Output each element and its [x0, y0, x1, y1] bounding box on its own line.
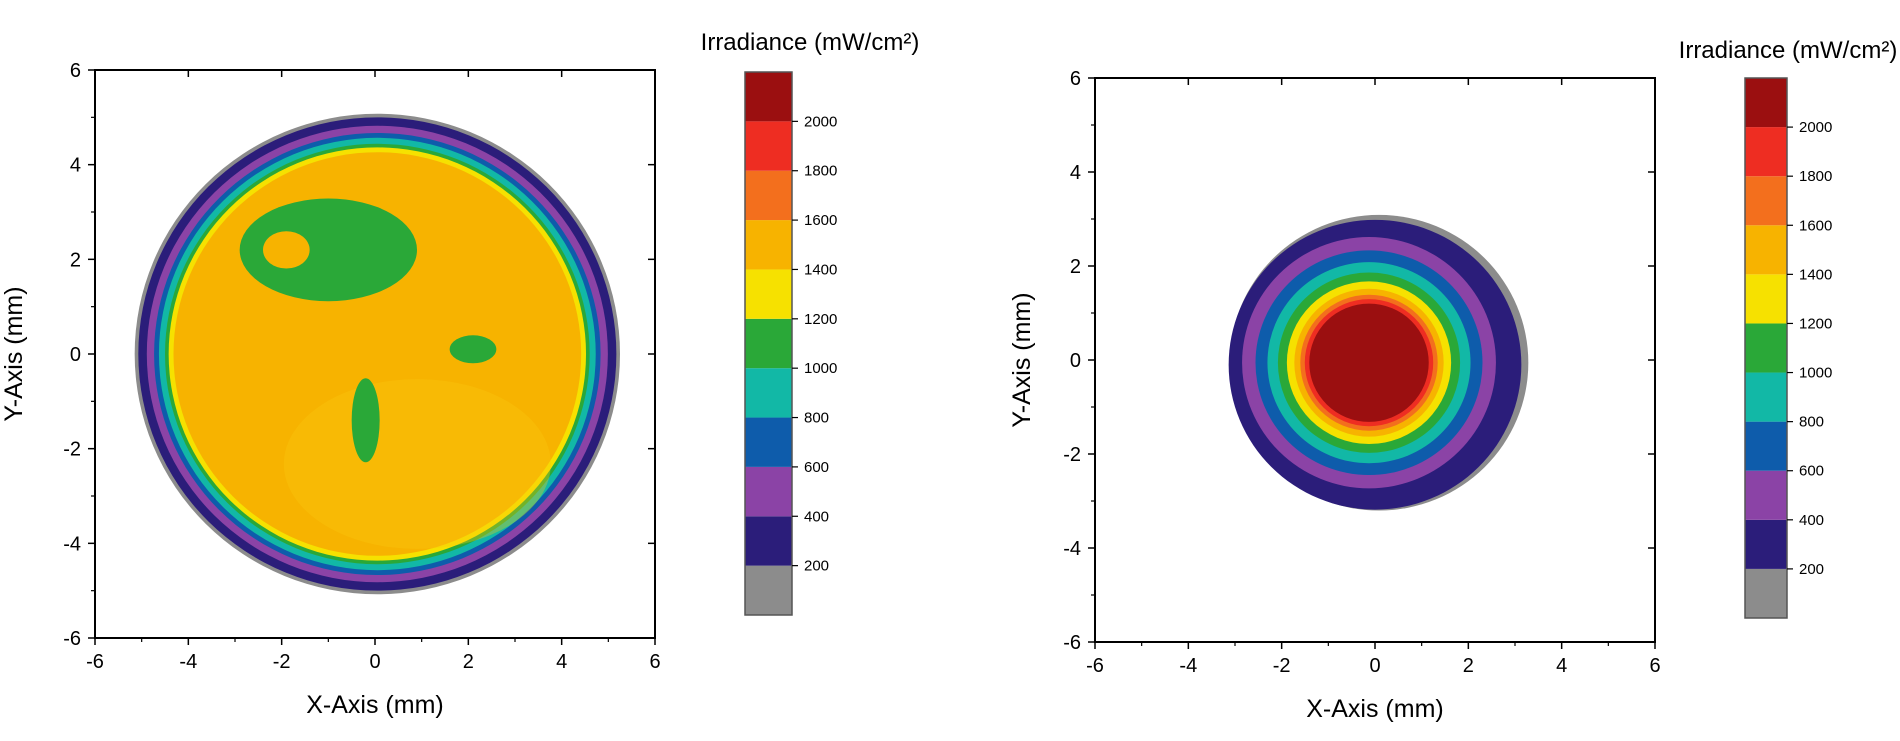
colorbar-segment-0 [1745, 568, 1787, 618]
y-tick-label: -4 [63, 533, 81, 555]
colorbar-frame [1744, 77, 1788, 619]
irradiance-map-panel-flat-top: -6 -4 -2 0 2 4 6 -6 -4 -2 0 2 4 6 X-Axis (mm) Y-Axis (m… [0, 0, 950, 736]
irradiance-feature-1000-1200 [351, 378, 380, 463]
colorbar-segment-200 [745, 516, 792, 566]
colorbar-segment-1400 [745, 220, 792, 270]
irradiance-heatmap-chart: -6 -4 -2 0 2 4 6 -6 -4 -2 0 2 4 6 X-Axis (mm) Y-Axis (m… [1008, 37, 1898, 723]
y-tick-label: 6 [1070, 68, 1081, 90]
colorbar-segment-1200 [1745, 274, 1787, 324]
x-tick-label: -4 [1179, 655, 1197, 677]
colorbar-segment-600 [1745, 421, 1787, 471]
x-tick-label: 6 [1649, 655, 1660, 677]
colorbar-segment-600 [745, 417, 792, 467]
colorbar-tick-label: 600 [1799, 463, 1824, 480]
colorbar-tick-label: 200 [804, 558, 829, 575]
colorbar-segment-1600 [1745, 176, 1787, 226]
x-tick-label: -2 [1273, 655, 1291, 677]
y-tick-label: 2 [70, 249, 81, 271]
irradiance-map-panel-gaussian: -6 -4 -2 0 2 4 6 -6 -4 -2 0 2 4 6 X-Axis (mm) Y-Axis (m… [1000, 0, 1900, 736]
y-tick-label: -4 [1063, 538, 1081, 560]
colorbar: 200 400 600 800 1000 1200 1400 1600 1800 2000 [1744, 77, 1832, 619]
colorbar-tick-label: 1800 [1799, 168, 1832, 185]
colorbar-segment-1200 [745, 269, 792, 319]
colorbar-tick-label: 1200 [804, 311, 837, 328]
beam-profile [134, 113, 620, 595]
axis-ticks: -6 -4 -2 0 2 4 6 -6 -4 -2 0 2 4 6 [63, 60, 660, 673]
colorbar-segment-800 [1745, 372, 1787, 422]
x-tick-label: 2 [463, 651, 474, 673]
colorbar-segment-1000 [1745, 323, 1787, 373]
irradiance-heatmap-chart: -6 -4 -2 0 2 4 6 -6 -4 -2 0 2 4 6 X-Axis (mm) Y-Axis (m… [0, 29, 920, 719]
x-tick-label: 4 [1556, 655, 1567, 677]
irradiance-shade-1400 [283, 379, 551, 549]
colorbar-segment-2000 [1745, 78, 1787, 128]
colorbar-segment-800 [745, 368, 792, 418]
colorbar-segment-1000 [745, 318, 792, 369]
x-axis-title: X-Axis (mm) [1306, 695, 1443, 723]
colorbar-tick-label: 1200 [1799, 315, 1832, 332]
x-tick-label: 2 [1463, 655, 1474, 677]
colorbar-tick-label: 1400 [804, 261, 837, 278]
x-tick-label: 4 [556, 651, 567, 673]
colorbar-tick-label: 1600 [804, 212, 837, 229]
colorbar-tick-label: 1000 [1799, 365, 1832, 382]
x-tick-label: -6 [86, 651, 104, 673]
y-tick-label: 4 [1070, 162, 1081, 184]
irradiance-band-2000 [1309, 303, 1429, 422]
colorbar-frame [744, 71, 793, 616]
x-tick-label: -4 [179, 651, 197, 673]
y-axis-title: Y-Axis (mm) [1008, 292, 1036, 427]
colorbar-segment-1800 [1745, 127, 1787, 177]
beam-profile [1228, 214, 1529, 511]
irradiance-feature-1000-1200 [239, 198, 417, 302]
x-tick-label: 0 [369, 651, 380, 673]
colorbar-tick-label: 1800 [804, 163, 837, 180]
colorbar-tick-label: 2000 [1799, 119, 1832, 136]
y-tick-label: 6 [70, 60, 81, 82]
colorbar-segment-400 [745, 466, 792, 517]
colorbar-tick-label: 400 [1799, 512, 1824, 529]
y-tick-label: 4 [70, 155, 81, 177]
y-tick-label: -2 [1063, 444, 1081, 466]
colorbar-segment-1400 [1745, 225, 1787, 275]
colorbar-segment-1600 [745, 170, 792, 221]
colorbar-tick-label: 400 [804, 508, 829, 525]
colorbar-segment-400 [1745, 470, 1787, 520]
irradiance-feature-1000-1200 [449, 335, 497, 364]
colorbar-tick-label: 200 [1799, 561, 1824, 578]
x-tick-label: 0 [1369, 655, 1380, 677]
colorbar: 200 400 600 800 1000 1200 1400 1600 1800 2000 [744, 71, 837, 616]
colorbar-segment-200 [1745, 519, 1787, 569]
colorbar-segment-1800 [745, 121, 792, 171]
y-tick-label: -2 [63, 439, 81, 461]
colorbar-tick-label: 600 [804, 459, 829, 476]
y-tick-label: -6 [63, 628, 81, 650]
colorbar-tick-label: 800 [1799, 414, 1824, 431]
colorbar-title: Irradiance (mW/cm²) [701, 29, 920, 56]
colorbar-tick-label: 800 [804, 410, 829, 427]
x-tick-label: -6 [1086, 655, 1104, 677]
colorbar-title: Irradiance (mW/cm²) [1679, 37, 1898, 64]
y-axis-title: Y-Axis (mm) [0, 286, 28, 421]
y-tick-label: -6 [1063, 632, 1081, 654]
colorbar-segment-2000 [745, 72, 792, 122]
colorbar-segment-0 [745, 565, 792, 615]
y-tick-label: 0 [70, 344, 81, 366]
x-tick-label: 6 [649, 651, 660, 673]
colorbar-tick-label: 1400 [1799, 266, 1832, 283]
x-axis-title: X-Axis (mm) [306, 691, 443, 719]
axis-ticks: -6 -4 -2 0 2 4 6 -6 -4 -2 0 2 4 6 [1063, 68, 1660, 677]
colorbar-tick-label: 1600 [1799, 217, 1832, 234]
irradiance-feature-1400-1600 [263, 231, 310, 269]
y-tick-label: 0 [1070, 350, 1081, 372]
colorbar-tick-label: 1000 [804, 360, 837, 377]
colorbar-tick-label: 2000 [804, 113, 837, 130]
y-tick-label: 2 [1070, 256, 1081, 278]
x-tick-label: -2 [273, 651, 291, 673]
